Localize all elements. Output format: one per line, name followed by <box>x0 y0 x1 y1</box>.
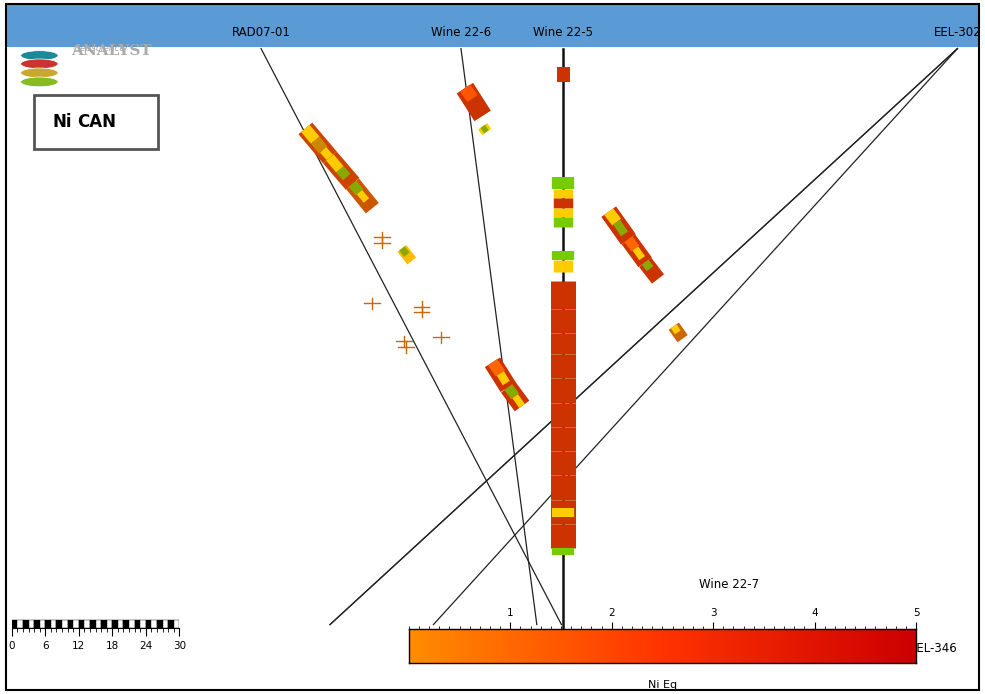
Bar <box>68 620 73 628</box>
Bar <box>163 620 168 628</box>
Bar <box>29 620 34 628</box>
Bar <box>85 620 90 628</box>
Text: ANALYST: ANALYST <box>71 44 152 58</box>
Bar <box>73 620 79 628</box>
Bar <box>146 620 152 628</box>
Bar <box>34 620 39 628</box>
Bar <box>18 620 23 628</box>
Bar <box>96 620 101 628</box>
Bar <box>106 620 112 628</box>
Bar <box>12 620 18 628</box>
Text: CAN: CAN <box>77 113 116 131</box>
Bar <box>90 620 96 628</box>
Ellipse shape <box>21 68 58 78</box>
Bar <box>62 620 68 628</box>
Bar <box>173 620 179 628</box>
Bar <box>118 620 123 628</box>
Text: EEL-302: EEL-302 <box>934 26 981 39</box>
Bar <box>123 620 129 628</box>
Bar <box>140 620 146 628</box>
Bar <box>101 620 106 628</box>
Bar <box>135 620 140 628</box>
Bar <box>45 620 51 628</box>
Bar <box>51 620 56 628</box>
Ellipse shape <box>21 59 58 69</box>
Bar <box>6 4 979 47</box>
Text: Ni Eq: Ni Eq <box>648 680 677 690</box>
Bar <box>152 620 157 628</box>
Bar <box>168 620 173 628</box>
Bar <box>112 620 118 628</box>
Text: Wine 22-6: Wine 22-6 <box>430 26 492 39</box>
Bar <box>56 620 62 628</box>
Bar <box>129 620 135 628</box>
Bar <box>79 620 85 628</box>
Text: Ni: Ni <box>52 113 72 131</box>
Text: Wine 22-7: Wine 22-7 <box>699 578 759 591</box>
Bar <box>557 67 570 82</box>
Text: RAD07-01: RAD07-01 <box>231 26 291 39</box>
Bar <box>157 620 163 628</box>
Ellipse shape <box>21 77 58 87</box>
FancyBboxPatch shape <box>34 95 158 149</box>
Bar <box>39 620 45 628</box>
Ellipse shape <box>21 51 58 60</box>
Text: Wine 22-5: Wine 22-5 <box>534 26 593 39</box>
Text: EEL-346: EEL-346 <box>910 643 957 655</box>
Bar <box>23 620 29 628</box>
Text: Geoscience: Geoscience <box>74 44 126 53</box>
